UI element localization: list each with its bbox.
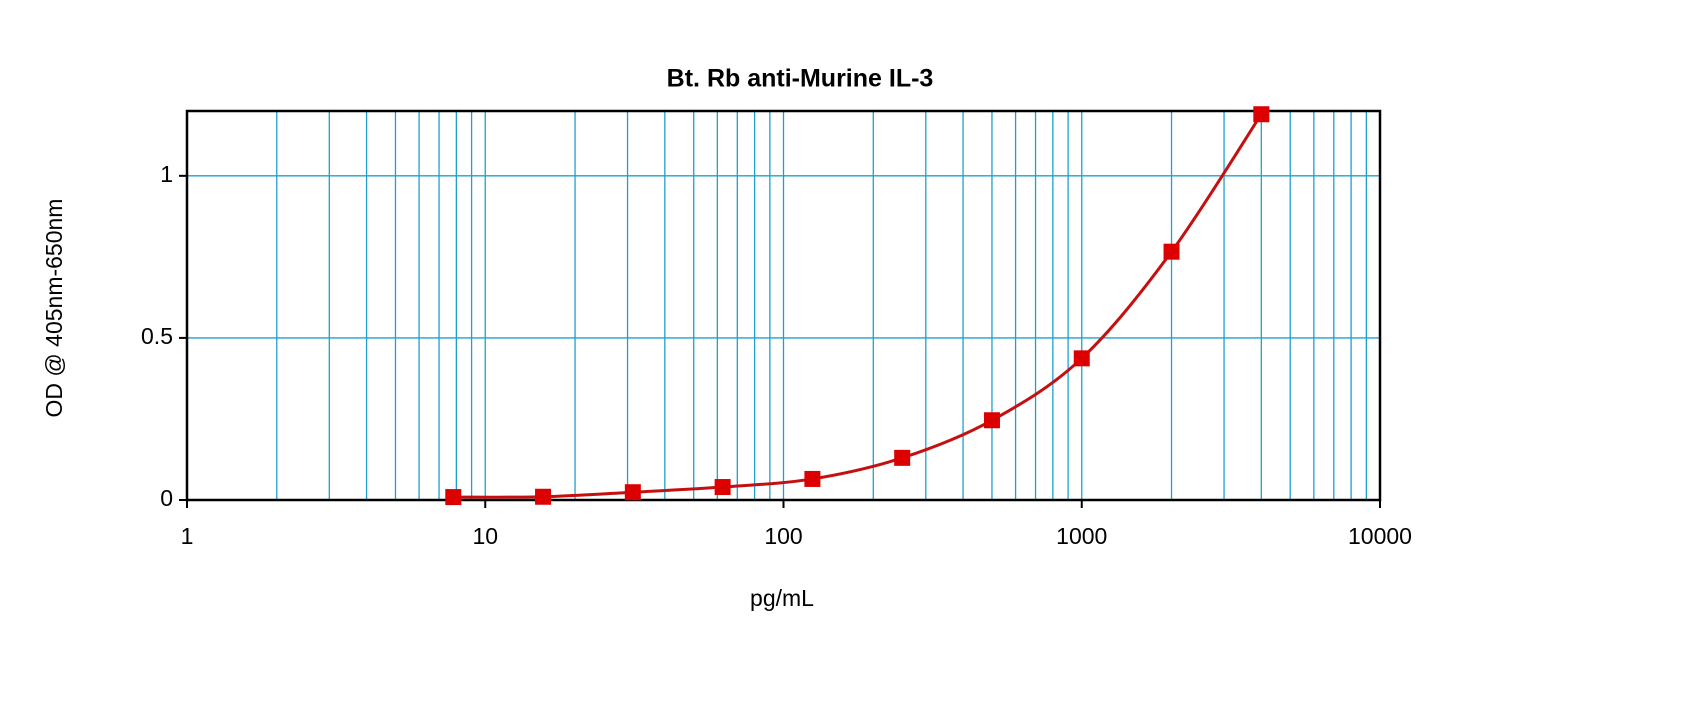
x-tick-label: 1 bbox=[181, 523, 194, 549]
x-tick-label: 100 bbox=[764, 523, 802, 549]
marker bbox=[1163, 243, 1180, 260]
marker bbox=[624, 484, 641, 501]
marker bbox=[983, 412, 1000, 429]
marker bbox=[445, 489, 462, 506]
y-tick-label: 0.5 bbox=[141, 323, 173, 349]
marker bbox=[1253, 106, 1270, 123]
x-tick-label: 10 bbox=[472, 523, 498, 549]
chart-title: Bt. Rb anti-Murine IL-3 bbox=[667, 65, 934, 93]
x-tick-label: 1000 bbox=[1056, 523, 1107, 549]
marker bbox=[894, 449, 911, 466]
y-tick-label: 0 bbox=[160, 485, 173, 511]
x-axis-label: pg/mL bbox=[750, 585, 814, 611]
marker bbox=[714, 479, 731, 496]
plot-frame bbox=[185, 109, 1382, 502]
x-tick-label: 10000 bbox=[1348, 523, 1412, 549]
marker bbox=[804, 470, 821, 487]
y-tick-label: 1 bbox=[160, 161, 173, 187]
marker bbox=[1073, 350, 1090, 367]
line bbox=[453, 113, 1263, 499]
marker bbox=[535, 488, 552, 505]
y-axis-label: OD @ 405nm-650nm bbox=[41, 199, 67, 418]
